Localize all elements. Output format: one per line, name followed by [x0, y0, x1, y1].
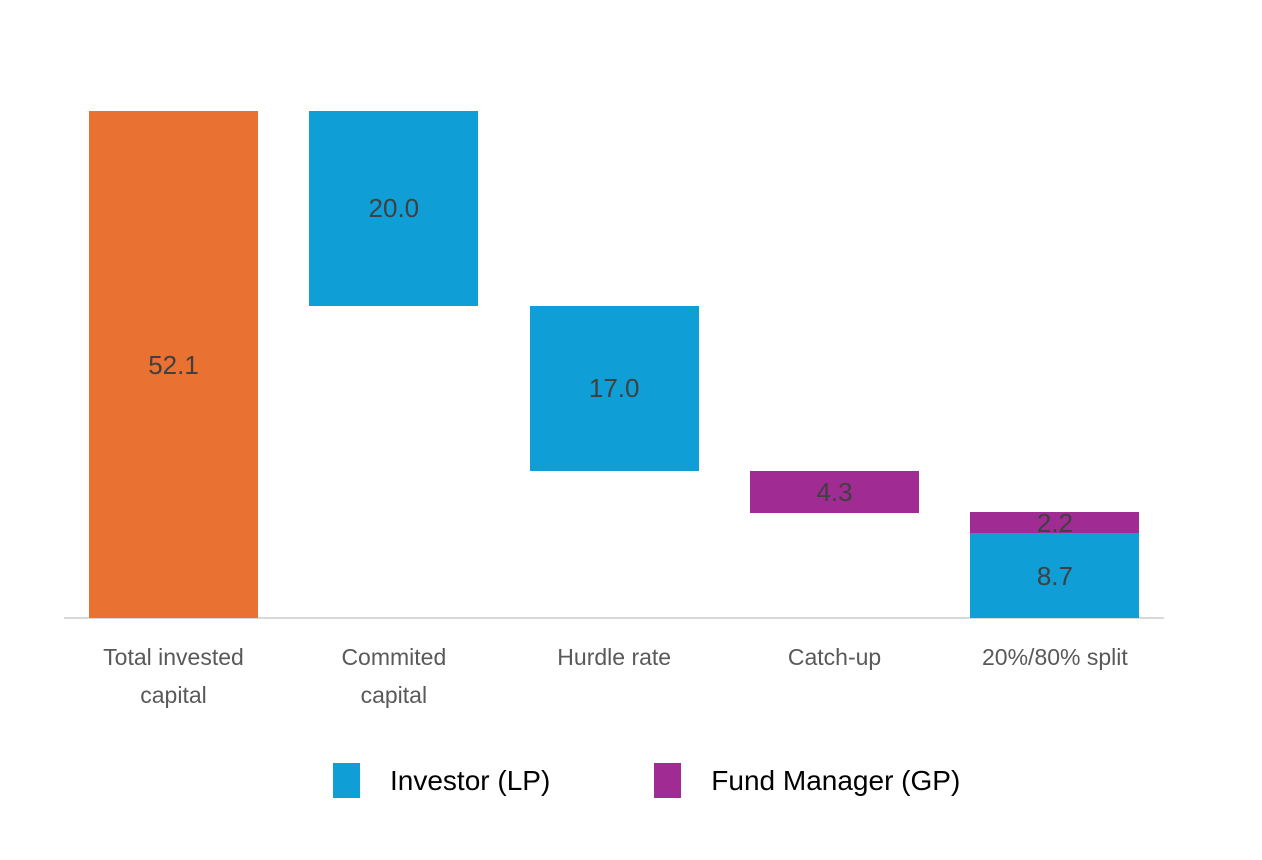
legend-swatch-fund-manager-gp-icon [654, 763, 682, 798]
bar-segment-lp: 8.7 [970, 533, 1140, 618]
legend-label-fund-manager-gp: Fund Manager (GP) [711, 764, 961, 796]
bar-value-label: 20.0 [368, 193, 420, 224]
category-label-line: Commited [341, 644, 447, 670]
legend-item-investor-lp: Investor (LP) [333, 763, 550, 798]
bar-segment-lp: 17.0 [529, 305, 699, 472]
bar-segment-lp: 20.0 [309, 111, 479, 306]
chart-legend: Investor (LP) Fund Manager (GP) [333, 763, 960, 798]
category-label-line: Total invested [103, 644, 244, 670]
bar-value-label: 17.0 [588, 373, 640, 404]
bar-segment-gp: 4.3 [750, 471, 920, 513]
bar-segment-gp: 2.2 [970, 507, 1140, 538]
category-label: Hurdle rate [557, 638, 671, 676]
bar-value-label: 4.3 [816, 476, 853, 507]
x-axis-line [64, 617, 1164, 619]
legend-label-investor-lp: Investor (LP) [390, 764, 551, 796]
category-label-line: 20%/80% split [982, 644, 1128, 670]
category-label: Catch-up [788, 638, 881, 676]
bar-value-label: 2.2 [1036, 507, 1073, 538]
category-label-line: Hurdle rate [557, 644, 672, 670]
legend-item-fund-manager-gp: Fund Manager (GP) [654, 763, 960, 798]
bar-segment-total: 52.1 [89, 111, 258, 618]
category-label: Total invested capital [103, 638, 244, 714]
category-label: Commited capital [341, 638, 446, 714]
legend-swatch-investor-lp-icon [333, 763, 360, 798]
category-label-line: capital [140, 682, 207, 708]
bar-value-label: 8.7 [1036, 560, 1073, 591]
category-label-line: capital [360, 682, 428, 708]
category-label: 20%/80% split [982, 638, 1128, 676]
category-label-line: Catch-up [787, 644, 882, 670]
bar-value-label: 52.1 [148, 349, 199, 380]
